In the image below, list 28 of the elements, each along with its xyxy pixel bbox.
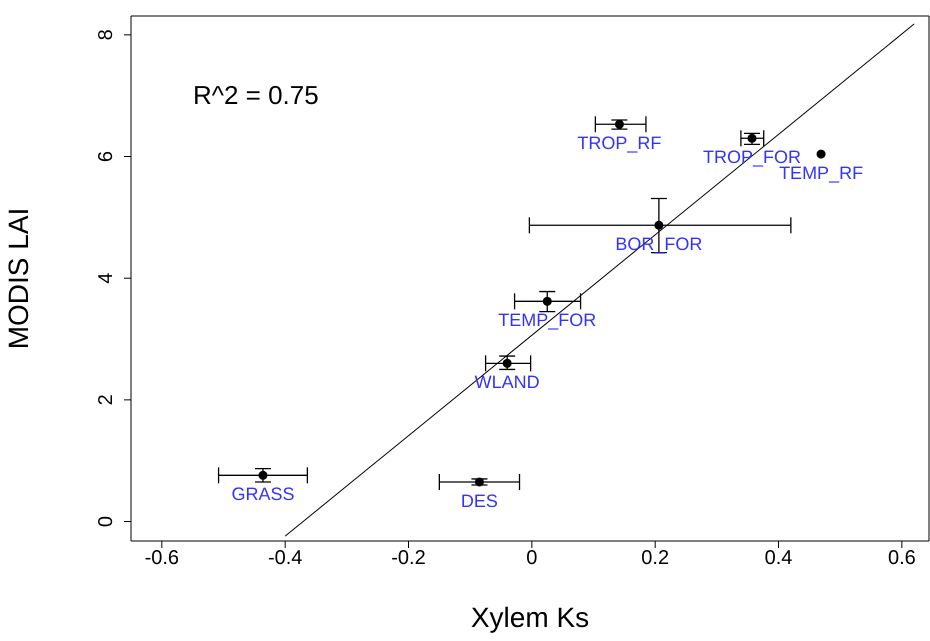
- x-tick-label: 0.4: [764, 547, 792, 570]
- point: [816, 150, 826, 159]
- x-tick-label: 0.6: [888, 547, 916, 570]
- point: [654, 220, 664, 230]
- point: [474, 477, 484, 486]
- y-tick-label: 6: [95, 150, 117, 162]
- point: [747, 134, 757, 143]
- y-tick-label: 8: [95, 29, 117, 40]
- point: [614, 120, 624, 129]
- x-tick-label: 0.2: [641, 547, 670, 570]
- y-tick-label: 0: [95, 516, 117, 528]
- annotation: GRASS: [231, 484, 294, 504]
- annotation: WLAND: [474, 372, 540, 392]
- x-axis-title: Xylem Ks: [470, 602, 590, 633]
- point: [502, 358, 512, 368]
- point: [258, 470, 268, 480]
- point: [542, 296, 552, 306]
- x-tick-label: -0.2: [391, 547, 426, 570]
- annotation: TEMP_RF: [779, 162, 864, 183]
- x-tick-label: -0.6: [144, 547, 180, 570]
- x-tick-label: 0: [526, 547, 538, 570]
- annotation: DES: [460, 490, 498, 511]
- x-tick-label: -0.4: [268, 547, 302, 570]
- y-axis-title: MODIS LAI: [2, 208, 34, 350]
- y-tick-label: 2: [95, 394, 117, 406]
- annotation: R^2 = 0.75: [193, 80, 319, 111]
- y-tick-label: 4: [95, 272, 117, 284]
- annotation: TROP_RF: [577, 133, 662, 154]
